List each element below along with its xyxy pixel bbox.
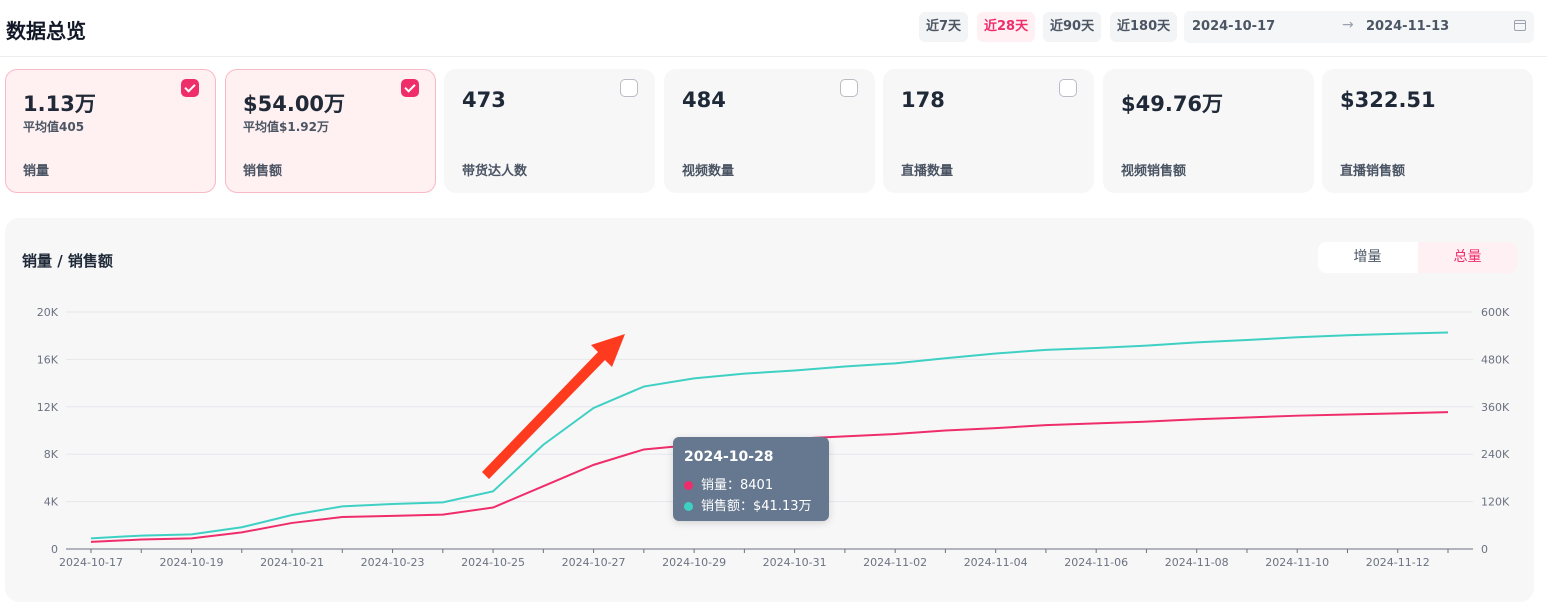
date-range-picker[interactable]: 2024-10-17 → 2024-11-13 [1184, 11, 1534, 43]
metric-value: 178 [901, 88, 945, 112]
metric-value: 1.13万 [23, 92, 96, 116]
x-tick-label: 2024-11-12 [1366, 556, 1430, 569]
x-tick-label: 2024-10-31 [763, 556, 827, 569]
metric-card-sales-amount[interactable]: $54.00万 平均值$1.92万 销售额 [225, 69, 436, 193]
tooltip-value: 销量：8401 [701, 478, 774, 493]
metric-value: 484 [682, 88, 726, 112]
metric-checkbox[interactable] [1059, 79, 1077, 97]
metric-value: $322.51 [1340, 88, 1436, 112]
x-tick-label: 2024-10-21 [260, 556, 324, 569]
start-date[interactable]: 2024-10-17 [1192, 19, 1276, 34]
chart-panel: 销量 / 销售额 增量 总量 [5, 218, 1534, 602]
y-right-tick-label: 120K [1481, 496, 1510, 509]
metric-checkbox[interactable] [620, 79, 638, 97]
x-tick-label: 2024-10-19 [160, 556, 224, 569]
x-tick-label: 2024-10-23 [361, 556, 425, 569]
tooltip-value: 销售额：$41.13万 [701, 499, 812, 514]
y-left-tick-label: 4K [44, 496, 59, 509]
series-dot-icon [684, 481, 693, 490]
tooltip-row-sales-qty: 销量：8401 [684, 474, 773, 493]
metric-label: 带货达人数 [462, 164, 528, 179]
metric-value: $54.00万 [243, 92, 346, 116]
range-7-days-button[interactable]: 近7天 [919, 12, 969, 42]
range-90-days-button[interactable]: 近90天 [1043, 12, 1102, 42]
toggle-total[interactable]: 总量 [1418, 242, 1517, 273]
metric-label: 直播数量 [901, 164, 954, 179]
tooltip-row-sales-amount: 销售额：$41.13万 [684, 495, 812, 514]
y-left-tick-label: 8K [44, 448, 59, 461]
toggle-increment[interactable]: 增量 [1353, 249, 1382, 265]
y-left-tick-label: 16K [37, 353, 59, 366]
x-tick-label: 2024-11-10 [1265, 556, 1329, 569]
series-dot-icon [684, 502, 693, 511]
y-right-tick-label: 480K [1481, 353, 1510, 366]
metric-label: 销量 [23, 164, 50, 179]
metric-card-live-count[interactable]: 178 直播数量 [883, 69, 1094, 193]
chart-tooltip: 2024-10-28 销量：8401 销售额：$41.13万 [673, 437, 829, 521]
metric-average: 平均值405 [23, 120, 85, 134]
range-28-days-button[interactable]: 近28天 [977, 12, 1036, 42]
y-left-tick-label: 20K [37, 306, 59, 319]
x-tick-label: 2024-10-29 [662, 556, 726, 569]
metric-checkbox[interactable] [401, 79, 419, 97]
metric-label: 直播销售额 [1340, 164, 1406, 179]
y-left-tick-label: 12K [37, 401, 59, 414]
x-tick-label: 2024-10-27 [562, 556, 626, 569]
y-right-tick-label: 600K [1481, 306, 1510, 319]
y-right-tick-label: 360K [1481, 401, 1510, 414]
metric-checkbox[interactable] [181, 79, 199, 97]
mode-toggle[interactable]: 增量 总量 [1318, 242, 1517, 273]
end-date[interactable]: 2024-11-13 [1366, 19, 1450, 34]
metric-value: 473 [462, 88, 506, 112]
x-tick-label: 2024-10-17 [59, 556, 123, 569]
metric-label: 视频销售额 [1121, 164, 1187, 179]
annotation-arrow-icon [482, 334, 625, 479]
x-tick-label: 2024-11-06 [1064, 556, 1128, 569]
series-line-sales-amount [90, 331, 1449, 540]
chart-title: 销量 / 销售额 [22, 252, 113, 270]
metric-card-video-count[interactable]: 484 视频数量 [664, 69, 875, 193]
x-tick-label: 2024-11-04 [964, 556, 1028, 569]
calendar-icon[interactable] [1514, 20, 1526, 31]
metric-checkbox[interactable] [840, 79, 858, 97]
metric-label: 视频数量 [682, 164, 735, 179]
metric-card-live-sales: $322.51 直播销售额 [1322, 69, 1533, 193]
y-left-tick-label: 0 [51, 543, 58, 556]
x-tick-label: 2024-11-08 [1165, 556, 1229, 569]
arrow-right-icon: → [1342, 17, 1354, 33]
range-180-days-button[interactable]: 近180天 [1110, 12, 1178, 42]
page-title: 数据总览 [6, 19, 86, 43]
tooltip-date: 2024-10-28 [684, 449, 774, 465]
metric-label: 销售额 [243, 164, 283, 179]
metric-card-sales-qty[interactable]: 1.13万 平均值405 销量 [5, 69, 216, 193]
x-tick-label: 2024-11-02 [863, 556, 927, 569]
header-bar: 数据总览 近7天 近28天 近90天 近180天 2024-10-17 → 20… [0, 0, 1547, 57]
x-tick-label: 2024-10-25 [461, 556, 525, 569]
y-right-tick-label: 240K [1481, 448, 1510, 461]
y-right-tick-label: 0 [1481, 543, 1488, 556]
metric-average: 平均值$1.92万 [243, 120, 329, 134]
metric-value: $49.76万 [1121, 92, 1224, 116]
metric-card-creators[interactable]: 473 带货达人数 [444, 69, 655, 193]
metric-card-video-sales: $49.76万 视频销售额 [1103, 69, 1314, 193]
